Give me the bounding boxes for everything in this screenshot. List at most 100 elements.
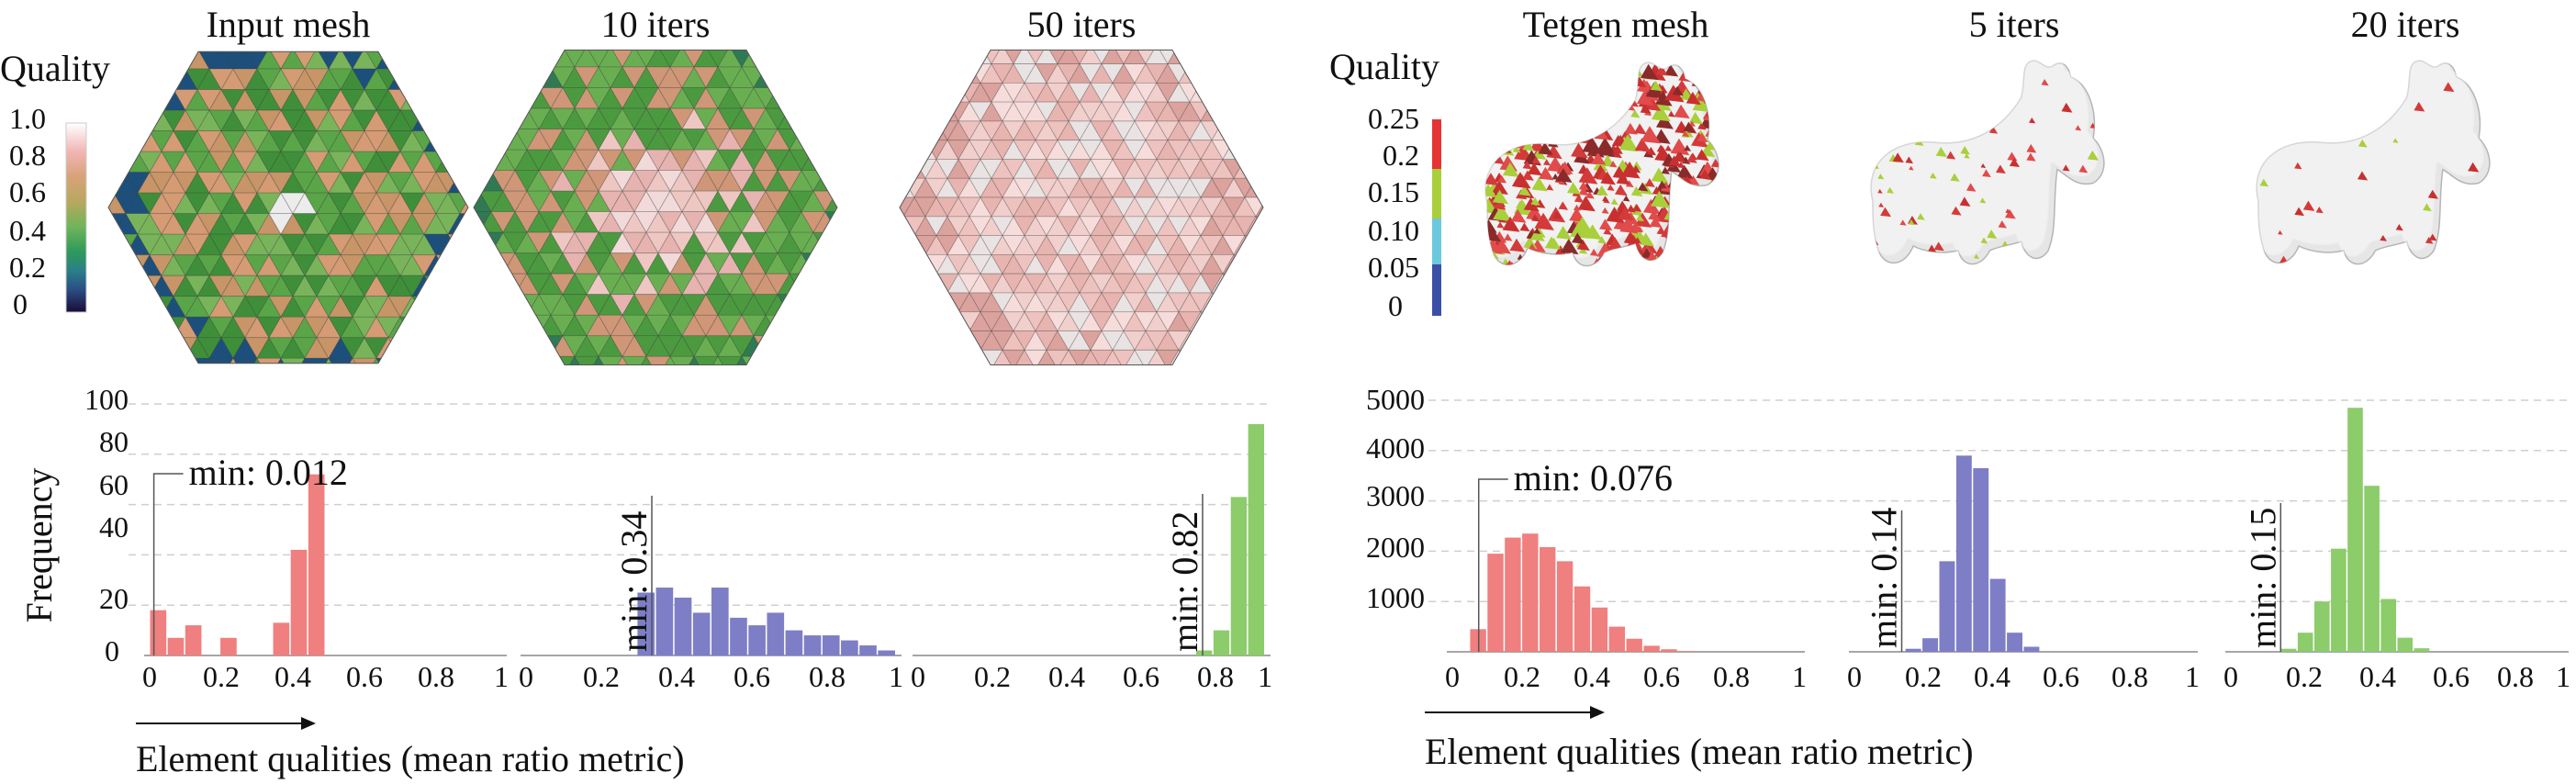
mesh-triangle — [376, 6, 400, 28]
mesh-triangle — [1255, 140, 1263, 161]
mesh-triangle — [1278, 83, 1300, 102]
mesh-triangle — [900, 50, 915, 65]
mesh-triangle — [900, 140, 904, 161]
mesh-triangle — [885, 47, 909, 68]
mesh-triangle — [54, 338, 78, 359]
mesh-triangle — [645, 355, 671, 365]
mesh-triangle — [1157, 26, 1179, 45]
mesh-triangle — [42, 338, 66, 359]
mesh-triangle — [503, 5, 527, 26]
mesh-triangle — [54, 90, 78, 111]
mesh-triangle — [598, 66, 623, 89]
mesh-triangle — [515, 5, 539, 26]
mesh-triangle — [420, 67, 443, 88]
mesh-triangle — [384, 356, 408, 377]
mesh-triangle — [924, 82, 948, 103]
mesh-triangle — [42, 379, 66, 400]
mesh-triangle — [18, 28, 42, 49]
mesh-triangle — [431, 295, 455, 316]
mesh-triangle — [1289, 45, 1311, 64]
quality-colorbar-gradient — [65, 122, 87, 313]
mesh-triangle — [826, 0, 848, 6]
mesh-triangle — [508, 69, 532, 90]
mesh-triangle — [396, 356, 420, 377]
mesh-triangle — [885, 377, 909, 398]
mesh-triangle — [150, 0, 174, 6]
mesh-triangle — [1146, 0, 1168, 6]
mesh-triangle — [241, 398, 264, 419]
mesh-triangle — [873, 108, 897, 129]
mesh-triangle — [742, 26, 766, 47]
mesh-triangle — [777, 335, 802, 358]
mesh-triangle — [66, 317, 90, 338]
mesh-triangle — [575, 26, 599, 47]
mesh-triangle — [539, 419, 563, 440]
mesh-triangle — [1300, 45, 1322, 64]
mesh-triangle — [793, 64, 815, 84]
mesh-triangle — [496, 420, 520, 442]
mesh-triangle — [730, 377, 754, 398]
mesh-triangle — [396, 0, 420, 5]
mesh-triangle — [431, 356, 455, 377]
mesh-triangle — [1211, 101, 1235, 122]
mesh-triangle — [276, 377, 300, 398]
quality-legend-left: Quality 1.0 0.8 0.6 0.4 0.2 0 — [0, 48, 110, 320]
mesh-triangle — [436, 399, 460, 420]
mesh-triangle — [1200, 62, 1224, 84]
mesh-triangle — [384, 0, 408, 5]
mesh-triangle — [388, 379, 412, 400]
mesh-triangle — [108, 295, 115, 318]
mesh-triangle — [459, 89, 468, 111]
mesh-triangle — [812, 355, 837, 365]
mesh-triangle — [935, 82, 959, 103]
mesh-triangle — [0, 420, 6, 442]
mesh-triangle — [125, 316, 151, 339]
mesh-triangle — [657, 170, 683, 192]
mesh-triangle — [849, 150, 873, 171]
mesh-triangle — [873, 191, 897, 212]
mesh-triangle — [364, 399, 388, 420]
mesh-triangle — [478, 86, 504, 109]
mesh-triangle — [515, 419, 539, 440]
mesh-triangle — [754, 377, 778, 398]
mesh-triangle — [316, 172, 342, 194]
mesh-triangle — [861, 356, 885, 377]
mesh-triangle — [181, 26, 205, 47]
mesh-triangle — [749, 26, 771, 45]
mesh-triangle — [208, 68, 234, 91]
mesh-triangle — [526, 355, 552, 365]
mesh-triangle — [849, 47, 873, 68]
mesh-triangle — [502, 86, 528, 109]
mesh-triangle — [474, 107, 480, 130]
mesh-triangle — [491, 0, 515, 5]
mesh-triangle — [328, 357, 353, 364]
mesh-triangle — [443, 108, 467, 129]
mesh-triangle — [980, 26, 1002, 45]
mesh-triangle — [149, 357, 174, 364]
mesh-triangle — [861, 88, 885, 109]
mesh-triangle — [467, 5, 491, 26]
mesh-triangle — [801, 294, 826, 317]
mesh-triangle — [1311, 6, 1333, 26]
mesh-triangle — [269, 399, 293, 420]
mesh-triangle — [1222, 50, 1246, 65]
mesh-triangle — [825, 26, 849, 47]
mesh-triangle — [372, 398, 396, 419]
mesh-triangle — [885, 67, 909, 88]
mesh-triangle — [885, 5, 909, 26]
mesh-triangle — [340, 172, 365, 194]
mesh-triangle — [527, 398, 551, 419]
mesh-triangle — [435, 130, 461, 152]
mesh-triangle — [420, 108, 443, 129]
mesh-triangle — [408, 5, 431, 26]
mesh-triangle — [384, 419, 408, 440]
mesh-triangle — [837, 64, 859, 84]
mesh-triangle — [108, 296, 127, 319]
mesh-triangle — [738, 6, 760, 26]
mesh-triangle — [705, 335, 731, 358]
mesh-triangle — [658, 398, 682, 419]
mesh-triangle — [411, 357, 437, 364]
mesh-triangle — [837, 0, 859, 6]
mesh-triangle — [233, 420, 257, 442]
mesh-triangle — [479, 0, 503, 5]
